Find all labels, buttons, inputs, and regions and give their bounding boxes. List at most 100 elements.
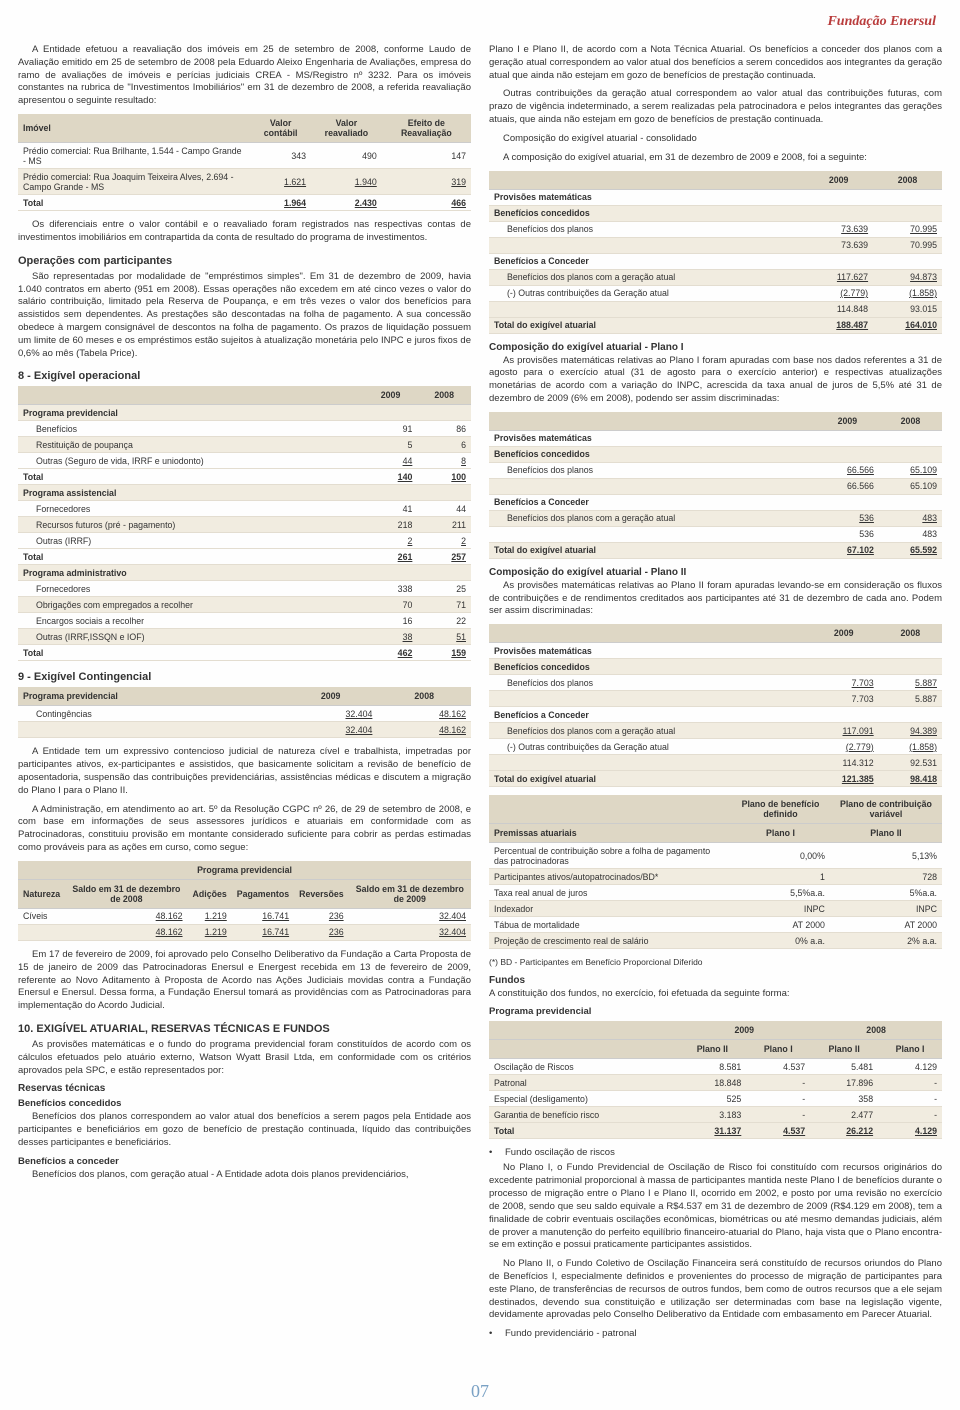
table-section: Programa previdencial (18, 405, 471, 421)
table-subtotal: 114.84893.015 (489, 301, 942, 317)
heading-8: 8 - Exigível operacional (18, 370, 471, 382)
table-total: Total 31.137 4.537 26.212 4.129 (489, 1123, 942, 1139)
table-subtotal: 73.63970.995 (489, 237, 942, 253)
bullet-1-p1: No Plano I, o Fundo Previdencial de Osci… (489, 1162, 942, 1252)
table-total: Total261257 (18, 549, 471, 565)
table-row: Garantia de benefício risco3.183-2.477- (489, 1107, 942, 1123)
heading-9: 9 - Exigível Contingencial (18, 671, 471, 683)
th-valor-reaval: Valor reavaliado (311, 114, 382, 143)
table-plano2: 20092008Provisões matemáticasBenefícios … (489, 624, 942, 787)
table-subtotal: 66.56665.109 (489, 478, 942, 494)
table-row: Fornecedores4144 (18, 501, 471, 517)
table-subtotal: 114.31292.531 (489, 755, 942, 771)
table-fundos: 2009 2008 Plano II Plano I Plano II Plan… (489, 1021, 942, 1139)
table-row: Especial (desligamento)525-358- (489, 1091, 942, 1107)
table-row: Outras (IRRF,ISSQN e IOF)3851 (18, 629, 471, 645)
table-total: 48.162 1.219 16.741 236 32.404 (18, 924, 471, 940)
heading-reservas: Reservas técnicas (18, 1083, 471, 1094)
table-total: Total do exigível atuarial121.38598.418 (489, 771, 942, 787)
table-section: Provisões matemáticas (489, 643, 942, 659)
heading-comp2: Composição do exigível atuarial - Plano … (489, 567, 942, 578)
bullet-2: • Fundo previdenciário - patronal (489, 1328, 942, 1339)
table-row: Obrigações com empregados a recolher7071 (18, 597, 471, 613)
heading-bc: Benefícios concedidos (18, 1098, 471, 1109)
table-row: Benefícios dos planos com a geração atua… (489, 269, 942, 285)
heading-10: 10. EXIGÍVEL ATUARIAL, RESERVAS TÉCNICAS… (18, 1023, 471, 1035)
table-section: Programa assistencial (18, 485, 471, 501)
heading-pprev: Programa previdencial (489, 1006, 942, 1017)
paragraph-comp1: As provisões matemáticas relativas ao Pl… (489, 355, 942, 406)
table-natureza: Programa previdencial Natureza Saldo em … (18, 861, 471, 941)
heading-comp1: Composição do exigível atuarial - Plano … (489, 342, 942, 353)
right-p4: A composição do exigível atuarial, em 31… (489, 152, 942, 165)
bullet-2-title: Fundo previdenciário - patronal (505, 1328, 637, 1339)
th-imovel: Imóvel (18, 114, 250, 143)
heading-bac: Benefícios a conceder (18, 1156, 471, 1167)
paragraph-operacoes: São representadas por modalidade de "emp… (18, 271, 471, 361)
brand-title: Fundação Enersul (827, 14, 936, 30)
paragraph-10: As provisões matemáticas e o fundo do pr… (18, 1039, 471, 1077)
table-subsection: Benefícios concedidos (489, 205, 942, 221)
table-row: Benefícios dos planos73.63970.995 (489, 221, 942, 237)
left-column: A Entidade efetuou a reavaliação dos imó… (18, 44, 471, 1343)
table-row: Restituição de poupança56 (18, 437, 471, 453)
right-p3: Composição do exigível atuarial - consol… (489, 133, 942, 146)
table-subtotal: 7.7035.887 (489, 691, 942, 707)
table-row: Benefícios dos planos com a geração atua… (489, 723, 942, 739)
paragraph-bc: Benefícios dos planos correspondem ao va… (18, 1111, 471, 1149)
table-row: IndexadorINPCINPC (489, 901, 942, 917)
note-bd: (*) BD - Participantes em Benefício Prop… (489, 957, 942, 968)
paragraph-bac: Benefícios dos planos, com geração atual… (18, 1169, 471, 1182)
bullet-1-p2: No Plano II, o Fundo Coletivo de Oscilaç… (489, 1258, 942, 1322)
table-consolidado: 20092008Provisões matemáticasBenefícios … (489, 171, 942, 334)
table-row: Outras (IRRF)22 (18, 533, 471, 549)
table-contingencial: Programa previdencial 2009 2008 Contingê… (18, 687, 471, 738)
table-row: Encargos sociais a recolher1622 (18, 613, 471, 629)
table-row: Benefícios dos planos com a geração atua… (489, 510, 942, 526)
table-row: Benefícios dos planos66.56665.109 (489, 462, 942, 478)
paragraph-fundos: A constituição dos fundos, no exercício,… (489, 988, 942, 1001)
table-row: Patronal18.848-17.896- (489, 1075, 942, 1091)
table-row: Tábua de mortalidadeAT 2000AT 2000 (489, 917, 942, 933)
right-p2: Outras contribuições da geração atual co… (489, 88, 942, 126)
after-imoveis-paragraph: Os diferenciais entre o valor contábil e… (18, 219, 471, 245)
intro-paragraph: A Entidade efetuou a reavaliação dos imó… (18, 44, 471, 108)
th-efeito: Efeito de Reavaliação (382, 114, 471, 143)
paragraph-9a: A Entidade tem um expressivo contencioso… (18, 746, 471, 797)
table-subsection: Benefícios a Conceder (489, 494, 942, 510)
heading-fundos: Fundos (489, 975, 942, 986)
table-row: Participantes ativos/autopatrocinados/BD… (489, 869, 942, 885)
table-row: Taxa real anual de juros5,5%a.a.5%a.a. (489, 885, 942, 901)
table-row: Prédio comercial: Rua Brilhante, 1.544 -… (18, 143, 471, 169)
table-row: Cíveis 48.162 1.219 16.741 236 32.404 (18, 908, 471, 924)
table-row: Benefícios9186 (18, 421, 471, 437)
page-number: 07 (471, 1381, 489, 1402)
table-section: Programa administrativo (18, 565, 471, 581)
table-total: Total do exigível atuarial67.10265.592 (489, 542, 942, 558)
bullet-1: • Fundo oscilação de riscos (489, 1147, 942, 1158)
table-subsection: Benefícios a Conceder (489, 707, 942, 723)
table-imoveis: Imóvel Valor contábil Valor reavaliado E… (18, 114, 471, 211)
heading-operacoes: Operações com participantes (18, 255, 471, 267)
table-row: Prédio comercial: Rua Joaquim Teixeira A… (18, 169, 471, 195)
table-row: Contingências 32.404 48.162 (18, 706, 471, 722)
bullet-icon: • (489, 1328, 499, 1339)
right-p1: Plano I e Plano II, de acordo com a Nota… (489, 44, 942, 82)
table-row: Fornecedores33825 (18, 581, 471, 597)
paragraph-comp2: As provisões matemáticas relativas ao Pl… (489, 580, 942, 618)
table-row: Projeção de crescimento real de salário0… (489, 933, 942, 949)
table-total: Total do exigível atuarial188.487164.010 (489, 317, 942, 333)
bullet-1-title: Fundo oscilação de riscos (505, 1147, 615, 1158)
table-total: Total140100 (18, 469, 471, 485)
table-exigivel-op: 20092008Programa previdencialBenefícios9… (18, 386, 471, 661)
table-plano1: 20092008Provisões matemáticasBenefícios … (489, 412, 942, 559)
table-row: (-) Outras contribuições da Geração atua… (489, 285, 942, 301)
table-total: 32.404 48.162 (18, 722, 471, 738)
table-subsection: Benefícios concedidos (489, 659, 942, 675)
table-section: Provisões matemáticas (489, 430, 942, 446)
table-subsection: Benefícios a Conceder (489, 253, 942, 269)
right-column: Plano I e Plano II, de acordo com a Nota… (489, 44, 942, 1343)
table-section: Provisões matemáticas (489, 189, 942, 205)
table-subsection: Benefícios concedidos (489, 446, 942, 462)
table-subtotal: 536483 (489, 526, 942, 542)
